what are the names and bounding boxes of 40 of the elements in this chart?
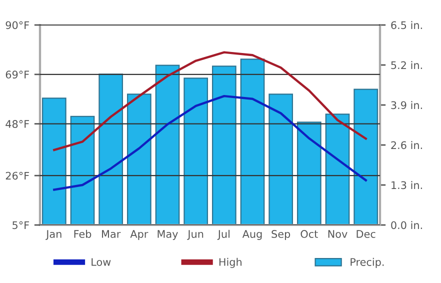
x-tick-label: Mar	[102, 230, 121, 238]
x-tick-label: Jun	[187, 230, 204, 240]
y2-tick-label: 1.3 in.	[392, 181, 422, 190]
y-tick-label: 26°F	[6, 172, 29, 180]
bar	[184, 78, 208, 225]
y-tick-label: 69°F	[6, 70, 29, 79]
bar	[98, 74, 124, 225]
bar	[268, 94, 294, 225]
legend-label: Precip.	[350, 258, 384, 268]
bar	[325, 114, 350, 225]
x-tick-label: Oct	[300, 230, 318, 238]
x-tick-label: Sep	[272, 230, 290, 240]
y2-tick-label: 0.0 in.	[391, 221, 422, 230]
legend-label: High	[219, 258, 242, 268]
bar	[126, 94, 152, 225]
bar	[155, 64, 180, 225]
line-series	[53, 51, 367, 152]
x-tick-label: Jul	[217, 230, 230, 240]
y-tick-label: 90°F	[6, 21, 29, 30]
x-tick-label: Apr	[130, 230, 148, 240]
legend-label: Low	[92, 258, 111, 266]
bar	[296, 122, 322, 225]
x-tick-label: Dec	[356, 230, 376, 238]
y2-tick-label: 5.2 in.	[391, 61, 422, 70]
x-tick-label: Jan	[46, 230, 62, 240]
y2-tick-label: 6.5 in.	[391, 21, 422, 30]
x-tick-label: Feb	[74, 230, 92, 238]
x-tick-label: Nov	[328, 230, 348, 238]
y-tick-label: 48°F	[6, 120, 29, 128]
x-tick-label: May	[158, 230, 178, 240]
bar	[212, 66, 236, 225]
bar	[240, 58, 265, 225]
line-series	[53, 94, 367, 191]
y2-tick-label: 2.6 in.	[391, 141, 422, 150]
bar	[42, 98, 66, 225]
bar	[70, 116, 95, 225]
y-tick-label: 5°F	[12, 221, 29, 230]
bar	[354, 88, 378, 225]
x-tick-label: Aug	[242, 230, 262, 240]
y2-tick-label: 3.9 in.	[391, 101, 422, 110]
